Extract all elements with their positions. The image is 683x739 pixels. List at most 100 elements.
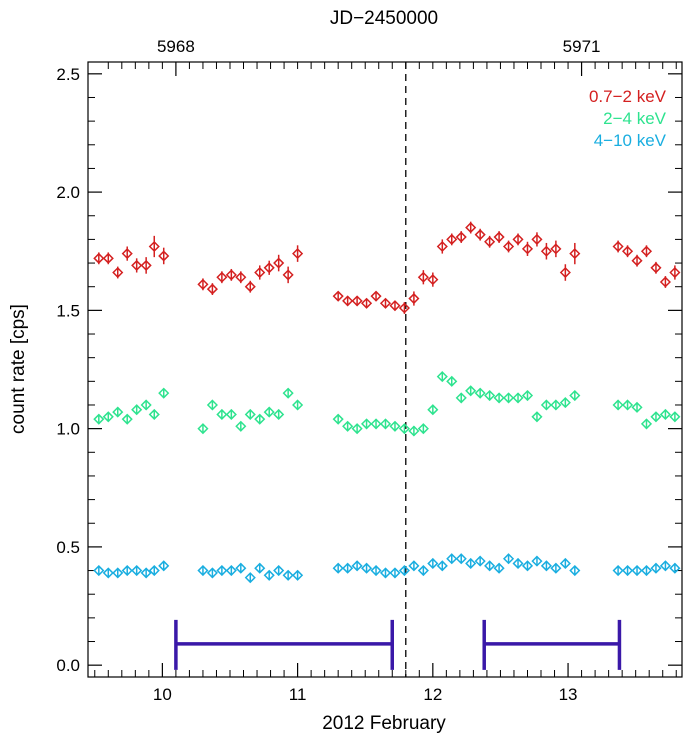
data-point [640,564,653,577]
data-point [465,221,477,234]
diamond-marker [158,250,170,262]
diamond-marker [351,423,363,435]
diamond-marker [465,222,477,234]
data-point [332,562,344,574]
x-tick-label: 12 [423,685,442,704]
diamond-marker [263,262,275,274]
diamond-marker [342,295,354,307]
diamond-marker [569,389,581,402]
diamond-marker [112,406,124,418]
data-point [244,280,256,293]
data-point [455,231,467,243]
data-point [493,392,505,404]
data-point [408,425,420,437]
data-point [408,291,420,306]
diamond-marker [512,233,524,245]
diamond-marker [650,562,662,574]
diamond-marker [621,564,634,577]
diamond-marker [650,262,662,274]
data-point [361,297,373,309]
data-point [427,404,439,416]
data-point [465,557,477,570]
data-point [484,389,496,402]
data-point [131,404,143,416]
data-point [140,257,152,274]
data-point [351,295,363,307]
data-point [417,564,429,577]
data-point [502,392,515,404]
diamond-marker [140,399,152,411]
diamond-marker [158,560,170,572]
diamond-marker [379,418,392,430]
diamond-marker [351,560,363,572]
diamond-marker [559,266,571,279]
data-point [273,564,285,577]
diamond-marker [550,399,562,411]
diamond-marker [273,564,285,577]
data-point [332,413,344,425]
data-point [640,245,653,258]
diamond-marker [493,231,505,243]
diamond-marker [140,259,152,271]
diamond-marker [197,423,209,435]
data-point [521,241,534,256]
data-point [669,265,681,280]
data-point [351,423,363,435]
y-tick-label: 1.5 [56,301,80,320]
diamond-marker [669,562,681,574]
data-point [502,553,515,565]
diamond-marker [273,408,285,421]
data-point [531,411,543,423]
diamond-marker [197,278,209,290]
data-point [148,564,160,577]
data-point [531,555,543,567]
data-point [197,423,209,435]
data-point [361,562,373,574]
diamond-marker [669,411,681,423]
data-point [417,423,429,435]
x-tick-label: 13 [559,685,578,704]
data-point [206,283,218,295]
diamond-marker [216,564,228,577]
diamond-marker [351,295,363,307]
diamond-marker [446,553,458,565]
data-point [484,560,496,572]
data-point [112,567,124,579]
diamond-marker [292,248,304,260]
diamond-marker [427,557,439,570]
diamond-marker [102,252,114,264]
data-point [540,560,552,572]
data-point [612,240,624,253]
data-point [640,418,653,430]
data-point [569,242,581,265]
diamond-marker [417,423,429,435]
diamond-marker [631,255,643,267]
interval-bracket [482,619,622,670]
diamond-marker [465,557,477,570]
diamond-marker [612,240,624,253]
diamond-marker [361,562,373,574]
legend-entry-hard: 4−10 keV [594,131,667,150]
data-point [550,399,562,411]
data-point [254,265,266,280]
data-point [273,408,285,421]
data-point [484,235,496,248]
data-point [292,399,304,411]
y-tick-label: 0.5 [56,538,80,557]
diamond-marker [254,562,266,574]
data-point [436,371,448,383]
data-point [148,235,160,258]
data-point [158,560,170,572]
diamond-marker [93,413,105,425]
y-tick-label: 0.0 [56,656,80,675]
diamond-marker [484,236,496,248]
data-point [540,399,552,411]
data-point [225,564,237,577]
diamond-marker [102,411,114,423]
diamond-marker [436,560,448,572]
data-point [465,385,477,397]
x-tick-label: 11 [289,685,307,704]
data-point [235,562,247,574]
data-point [474,228,486,241]
y-tick-label: 1.0 [56,420,80,439]
